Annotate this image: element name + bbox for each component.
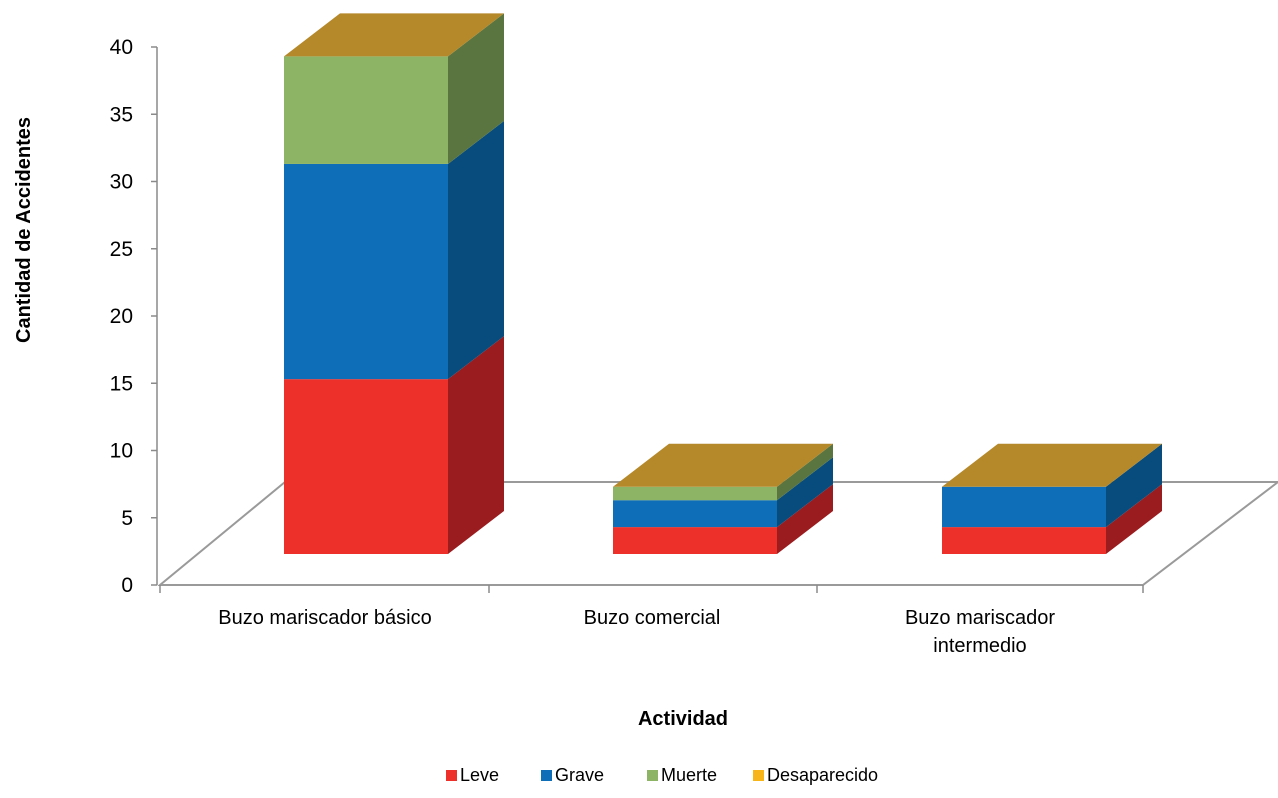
- legend-item-leve: Leve: [446, 765, 499, 785]
- category-label-line: Buzo mariscador básico: [218, 607, 431, 629]
- y-tick-label: 35: [110, 103, 133, 126]
- y-tick-label: 5: [121, 507, 133, 530]
- y-tick-label: 10: [110, 440, 133, 463]
- bar-grave-buzo-comercial-side: [777, 457, 833, 528]
- bar-stack-buzo-mariscador-intermedio: [942, 443, 1162, 554]
- y-tick-label: 0: [121, 574, 133, 597]
- bars: [284, 13, 1162, 554]
- legend: Leve Grave Muerte Desaparecido: [446, 765, 878, 785]
- bar-leve-buzo-mariscador-intermedio: [942, 527, 1106, 554]
- bar-grave-buzo-mariscador-intermedio-side: [1106, 443, 1162, 528]
- bar-leve-buzo-mariscador-b-sico: [284, 379, 448, 554]
- y-axis-title: Cantidad de Accidentes: [13, 117, 35, 343]
- y-axis: 0 5 10 15 20 25 30 35 40: [110, 36, 1144, 597]
- category-label-line: Buzo mariscador: [905, 607, 1055, 629]
- bar-grave-buzo-mariscador-b-sico-side: [448, 120, 504, 380]
- legend-label-muerte: Muerte: [661, 765, 717, 785]
- legend-swatch-desaparecido: [753, 770, 764, 781]
- bar-stack-buzo-mariscador-b-sico: [284, 13, 504, 554]
- legend-label-grave: Grave: [555, 765, 604, 785]
- bar-muerte-buzo-mariscador-b-sico-side: [448, 13, 504, 164]
- category-label-buzo-mariscador-intermedio: Buzo mariscador intermedio: [905, 607, 1055, 657]
- legend-swatch-muerte: [647, 770, 658, 781]
- bar-leve-buzo-mariscador-intermedio-side: [1106, 484, 1162, 554]
- category-label-buzo-comercial: Buzo comercial: [584, 607, 721, 629]
- bar-muerte-buzo-mariscador-b-sico: [284, 56, 448, 164]
- bar-grave-buzo-mariscador-b-sico: [284, 163, 448, 380]
- category-label-line: Buzo comercial: [584, 607, 721, 629]
- x-axis-title: Actividad: [638, 708, 728, 730]
- bar-leve-buzo-comercial: [613, 527, 777, 554]
- x-axis-category-labels: Buzo mariscador básico Buzo comercial Buzo…: [218, 607, 1055, 657]
- y-tick-label: 40: [110, 36, 133, 59]
- legend-item-muerte: Muerte: [647, 765, 717, 785]
- bar-grave-buzo-mariscador-intermedio: [942, 486, 1106, 528]
- legend-label-leve: Leve: [460, 765, 499, 785]
- bar-top-buzo-comercial: [613, 443, 833, 487]
- legend-swatch-leve: [446, 770, 457, 781]
- y-tick-label: 20: [110, 305, 133, 328]
- bar-muerte-buzo-comercial-side: [777, 443, 833, 501]
- category-label-buzo-mariscador-b-sico: Buzo mariscador básico: [218, 607, 431, 629]
- legend-label-desaparecido: Desaparecido: [767, 765, 878, 785]
- bar-muerte-buzo-comercial: [613, 486, 777, 501]
- legend-item-grave: Grave: [541, 765, 604, 785]
- bar-stack-buzo-comercial: [613, 443, 833, 554]
- category-label-line: intermedio: [933, 635, 1026, 657]
- bar-grave-buzo-comercial: [613, 500, 777, 528]
- bar-top-buzo-mariscador-b-sico: [284, 13, 504, 57]
- bar-top-buzo-mariscador-intermedio: [942, 443, 1162, 487]
- y-tick-label: 30: [110, 171, 133, 194]
- y-tick-label: 25: [110, 238, 133, 261]
- legend-item-desaparecido: Desaparecido: [753, 765, 878, 785]
- legend-swatch-grave: [541, 770, 552, 781]
- y-tick-label: 15: [110, 372, 133, 395]
- bar-leve-buzo-mariscador-b-sico-side: [448, 336, 504, 554]
- bar-leve-buzo-comercial-side: [777, 484, 833, 554]
